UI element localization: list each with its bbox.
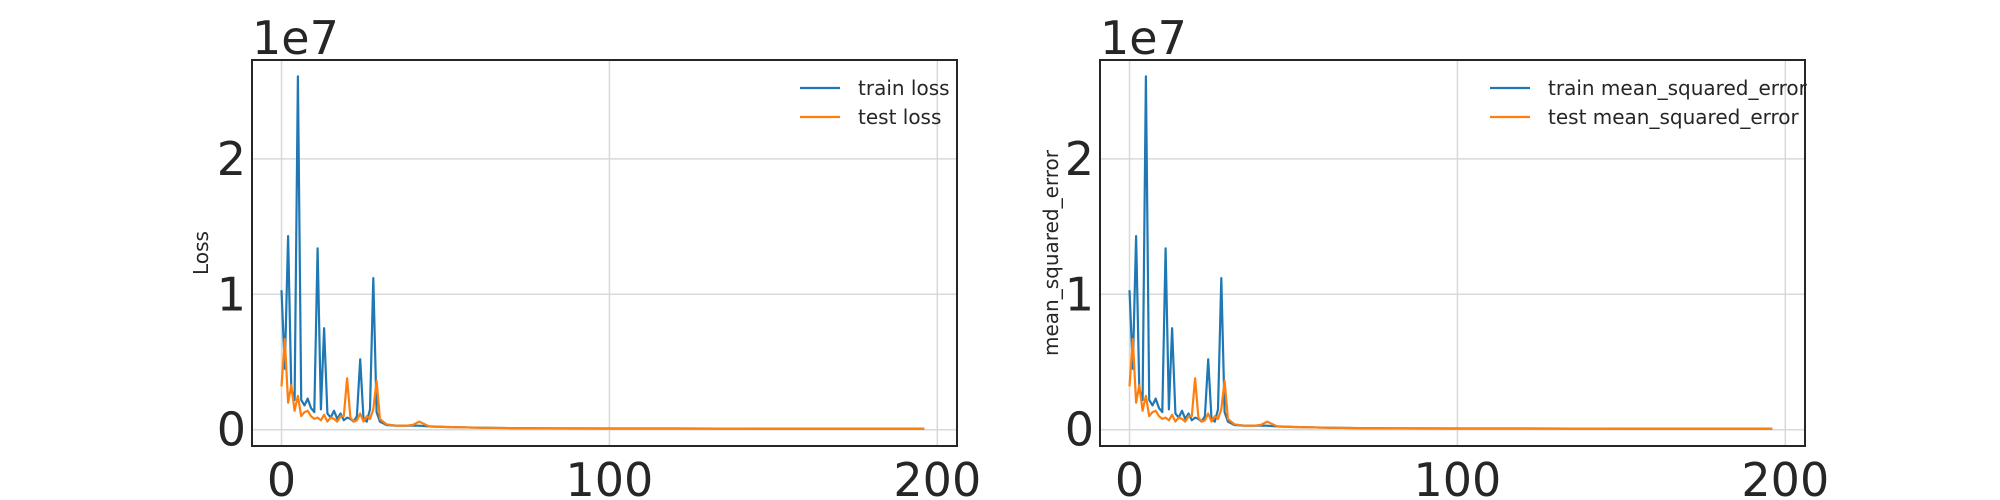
y-offset-text: 1e7 — [252, 11, 339, 65]
y-tick-label: 0 — [217, 403, 246, 457]
y-offset-text: 1e7 — [1100, 11, 1187, 65]
legend: train loss test loss — [800, 76, 950, 129]
legend-label: train mean_squared_error — [1548, 76, 1808, 100]
axes-frame — [1099, 59, 1806, 447]
series-line-test — [280, 337, 925, 430]
x-tick-label: 200 — [1741, 453, 1829, 500]
axes-frame — [251, 59, 958, 447]
y-tick-label: 1 — [1065, 267, 1094, 321]
chart-panel-2: 0 100 200 0 1 2 1e7 mean_squared_error train mea… — [1039, 11, 1829, 500]
legend-label: test mean_squared_error — [1548, 105, 1800, 129]
legend-label: train loss — [858, 76, 950, 100]
chart-panel-1: 0 100 200 0 1 2 1e7 Loss train loss test loss — [189, 11, 981, 500]
y-tick-label: 0 — [1065, 403, 1094, 457]
plot-area — [1100, 60, 1805, 446]
y-axis-label: mean_squared_error — [1039, 149, 1063, 356]
plot-area — [252, 60, 957, 446]
x-tick-label: 0 — [267, 453, 296, 500]
y-tick-label: 2 — [217, 132, 246, 186]
x-tick-label: 100 — [1414, 453, 1502, 500]
y-axis-label: Loss — [189, 231, 213, 275]
x-tick-label: 200 — [893, 453, 981, 500]
y-tick-label: 2 — [1065, 132, 1094, 186]
legend-label: test loss — [858, 105, 941, 129]
y-tick-label: 1 — [217, 267, 246, 321]
series-line-test — [1128, 337, 1773, 430]
x-tick-label: 0 — [1115, 453, 1144, 500]
x-tick-label: 100 — [566, 453, 654, 500]
